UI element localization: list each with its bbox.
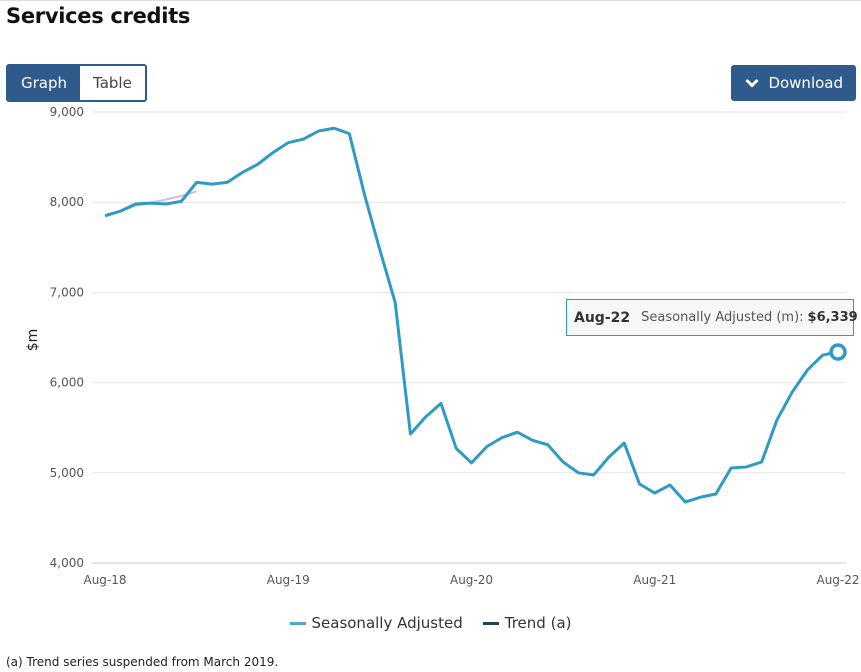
highlighted-data-point [829,343,847,361]
view-toggle: Graph Table [6,64,147,102]
x-tick-label: Aug-19 [267,573,310,587]
tooltip-period: Aug-22 [574,309,631,326]
tooltip: Aug-22 Seasonally Adjusted (m): $6,339 [566,299,858,336]
chevron-down-icon [745,78,759,88]
tooltip-value: $6,339 [807,310,858,325]
seasonally-adjusted-series-line [104,126,839,504]
legend-label: Trend (a) [504,614,572,632]
tooltip-series: Seasonally Adjusted (m): [641,310,804,325]
x-tick-label: Aug-22 [816,573,859,587]
tab-graph[interactable]: Graph [8,66,81,100]
y-tick-label: 7,000 [50,285,84,299]
download-label: Download [768,74,843,92]
x-tick-label: Aug-21 [633,573,676,587]
legend-label: Seasonally Adjusted [311,614,463,632]
download-button[interactable]: Download [731,65,856,101]
legend-item-trend[interactable]: Trend (a) [482,614,572,632]
y-tick-label: 4,000 [50,556,84,570]
x-tick-label: Aug-20 [450,573,493,587]
line-chart: 4,000 5,000 6,000 7,000 8,000 9,000 Aug-18 Aug… [25,105,860,587]
page-title: Services credits [6,4,191,28]
x-tick-label: Aug-18 [83,573,126,587]
y-axis-label: $m [25,329,41,352]
y-tick-label: 9,000 [50,105,84,119]
legend: Seasonally Adjusted Trend (a) [0,614,861,632]
y-tick-label: 6,000 [50,376,84,390]
tab-table[interactable]: Table [80,66,145,100]
legend-swatch [289,621,306,625]
legend-swatch [482,621,499,625]
y-tick-label: 5,000 [50,466,84,480]
legend-item-seasonally-adjusted[interactable]: Seasonally Adjusted [289,614,463,632]
footnote: (a) Trend series suspended from March 20… [6,655,279,669]
top-divider [0,0,861,1]
y-tick-label: 8,000 [50,195,84,209]
